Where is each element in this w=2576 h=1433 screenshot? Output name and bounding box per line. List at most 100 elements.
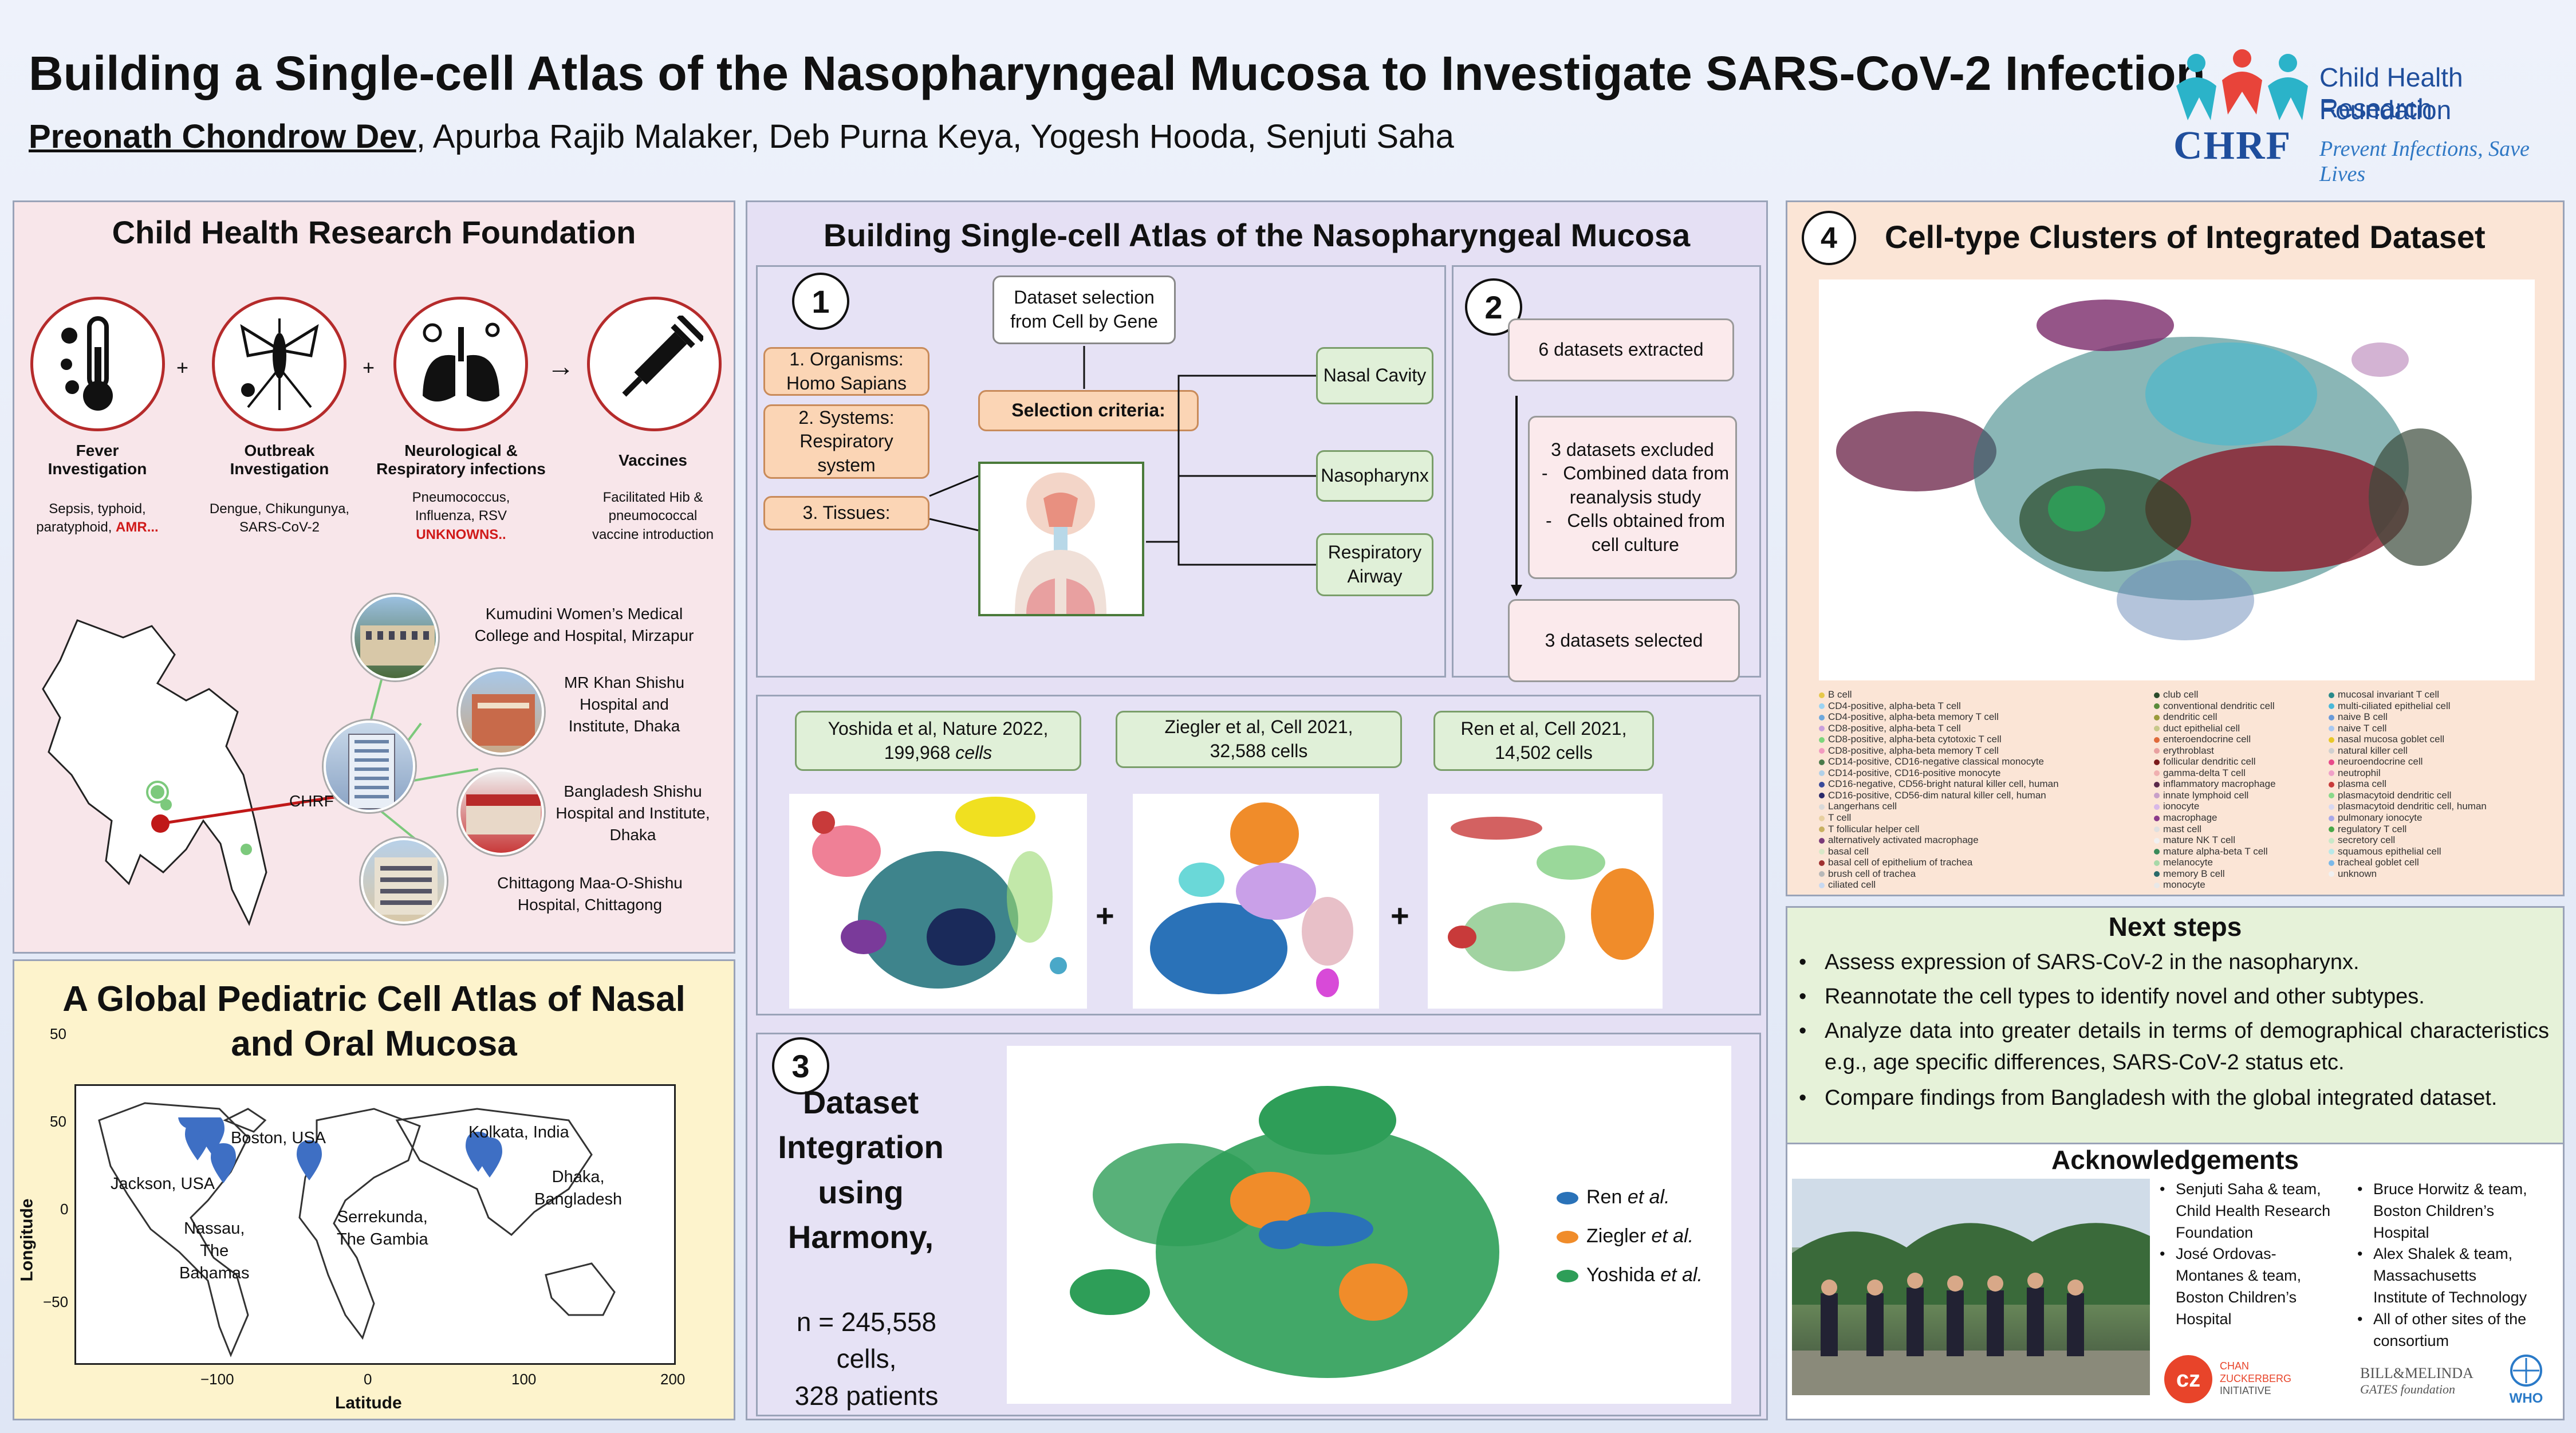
step3-title: Dataset Integration using Harmony, — [778, 1084, 944, 1255]
logo-name-line2: Foundation — [2319, 95, 2452, 125]
hospital-label: Kumudini Women’s Medical College and Hosp… — [474, 605, 694, 644]
team-photo — [1792, 1179, 2150, 1395]
legend-item: innate lymphoid cell — [2154, 790, 2337, 801]
step2-box: 2 6 datasets extracted 3 datasets exclud… — [1452, 265, 1761, 682]
logo-abbr: CHRF — [2173, 124, 2292, 168]
svg-text:cz: cz — [2176, 1367, 2200, 1392]
legend-item: pulmonary ionocyte — [2329, 812, 2558, 824]
legend-item: gamma-delta T cell — [2154, 767, 2337, 779]
site-label: Dhaka, Bangladesh — [534, 1168, 623, 1209]
clusters-title: Cell-type Clusters of Integrated Dataset — [1885, 219, 2486, 255]
site-label: Kolkata, India — [468, 1123, 569, 1141]
gates-logo: BILL&MELINDA GATES foundation — [2360, 1365, 2473, 1396]
mosquito-icon — [212, 297, 346, 431]
step1-connectors — [929, 346, 1316, 566]
first-author: Preonath Chondrow Dev — [29, 118, 416, 155]
ack-item: • All of other sites of the consortium — [2357, 1310, 2527, 1349]
clusters-panel: 4 Cell-type Clusters of Integrated Datas… — [1786, 200, 2565, 896]
next-step-item: • Assess expression of SARS-CoV-2 in the … — [1799, 950, 2360, 974]
legend-item: secretory cell — [2329, 834, 2558, 846]
czi-logo: cz CHAN ZUCKERBERG INITIATIVE — [2163, 1353, 2317, 1405]
umap-ren — [1428, 794, 1663, 1009]
icon-label: Vaccines — [619, 451, 687, 469]
icon-desc: Facilitated Hib & pneumococcal vaccine int… — [592, 490, 714, 542]
ack-item: • José Ordovas- Montanes & team, Boston Chi… — [2160, 1245, 2302, 1328]
legend-item: mast cell — [2154, 824, 2337, 835]
next-steps-title: Next steps — [2108, 912, 2242, 942]
legend-yoshida: Yoshida et al. — [1557, 1255, 1703, 1294]
step1-box: 1 Dataset selection from Cell by Gene Se… — [756, 265, 1446, 678]
ack-col2: • Bruce Horwitz & team, Boston Children’s H… — [2357, 1179, 2563, 1352]
legend-item: inflammatory macrophage — [2154, 778, 2337, 790]
legend-item: memory B cell — [2154, 868, 2337, 880]
legend-item: ciliated cell — [1819, 879, 2031, 891]
legend-item: CD8-positive, alpha-beta cytotoxic T cel… — [1819, 734, 2031, 745]
chrf-building-photo — [324, 721, 415, 812]
site-label: Boston, USA — [231, 1129, 326, 1147]
plus-sign: + — [176, 356, 189, 379]
icon-desc: Sepsis, typhoid, paratyphoid, AMR... — [36, 501, 159, 536]
step3-box: 3 Dataset Integration using Harmony, n = 24… — [756, 1033, 1761, 1416]
legend-item: naive B cell — [2329, 711, 2558, 723]
chrf-hub-label: CHRF — [289, 792, 334, 810]
cluster-legend-col3: mucosal invariant T cell multi-ciliated … — [2329, 689, 2558, 879]
acknowledgements-panel: Acknowledgements • Senjuti Saha & team, Ch… — [1786, 1143, 2565, 1420]
syringe-icon — [587, 297, 722, 431]
hospital-photo — [352, 595, 438, 680]
legend-item: ionocyte — [2154, 801, 2337, 812]
umap-ziegler — [1133, 794, 1379, 1009]
logo-name-line1: Child Health Research — [2319, 62, 2463, 123]
dataset-label: Yoshida et al, Nature 2022, 199,968 cell… — [795, 711, 1081, 771]
target-box: Respiratory Airway — [1316, 533, 1433, 596]
legend-item: brush cell of trachea — [1819, 868, 2031, 880]
chrf-panel: Child Health Research Foundation + + — [13, 200, 735, 954]
legend-item: basal cell of epithelium of trachea — [1819, 857, 2031, 868]
organisms-box: 1. Organisms: Homo Sapians — [763, 347, 929, 396]
czi-icon: cz — [2164, 1355, 2212, 1403]
x-tick: −100 — [200, 1371, 234, 1388]
x-tick: 200 — [660, 1371, 686, 1388]
icon-label: Outbreak Investigation — [230, 442, 329, 478]
legend-item: CD8-positive, alpha-beta T cell — [1819, 723, 2031, 734]
poster-title: Building a Single-cell Atlas of the Naso… — [29, 46, 2205, 100]
next-step-item: • Compare findings from Bangladesh with t… — [1799, 1086, 2498, 1110]
next-steps-panel: Next steps • Assess expression of SARS-Co… — [1786, 906, 2565, 1147]
site-label: Jackson, USA — [111, 1175, 215, 1193]
selected-box: 3 datasets selected — [1508, 599, 1740, 682]
logo-tagline: Prevent Infections, Save Lives — [2319, 137, 2530, 186]
legend-item: follicular dendritic cell — [2154, 756, 2337, 767]
clusters-umap — [1819, 279, 2535, 680]
selection-criteria-box: Selection criteria: — [978, 390, 1199, 431]
acknowledgements-title: Acknowledgements — [2051, 1145, 2299, 1175]
legend-item: B cell — [1819, 689, 2031, 700]
hospital-label: Bangladesh Shishu Hospital and Institute,… — [556, 782, 710, 844]
global-panel-title: A Global Pediatric Cell Atlas of Nasal an… — [62, 979, 686, 1064]
world-map-outline — [98, 1102, 616, 1357]
legend-item: unknown — [2329, 868, 2558, 880]
ack-item: • Bruce Horwitz & team, Boston Children’s H… — [2357, 1180, 2527, 1241]
ack-item: • Alex Shalek & team, Massachusetts Institu… — [2357, 1245, 2527, 1306]
legend-item: neuroendocrine cell — [2329, 756, 2558, 767]
site-label: Nassau, The Bahamas — [179, 1219, 250, 1283]
y-tick: −50 — [43, 1293, 69, 1310]
icon-desc: Dengue, Chikungunya, SARS-CoV-2 — [209, 501, 350, 536]
hospital-photo — [458, 669, 544, 755]
legend-item: alternatively activated macrophage — [1819, 834, 2031, 846]
step-number: 3 — [772, 1037, 829, 1095]
y-tick: 50 — [50, 1025, 66, 1042]
x-tick: 0 — [364, 1371, 372, 1388]
chrf-figures-icon — [2176, 49, 2308, 120]
legend-item: conventional dendritic cell — [2154, 700, 2337, 712]
legend-item: club cell — [2154, 689, 2337, 700]
legend-item: monocyte — [2154, 879, 2337, 891]
legend-item: dendritic cell — [2154, 711, 2337, 723]
x-axis-label: Latitude — [335, 1393, 402, 1412]
plus-sign: + — [1391, 897, 1409, 934]
target-box: Nasal Cavity — [1316, 347, 1433, 404]
hospital-photo — [458, 769, 544, 855]
who-logo: WHO — [2498, 1353, 2555, 1407]
dataset-label: Ren et al, Cell 2021, 14,502 cells — [1433, 711, 1654, 771]
legend-item: regulatory T cell — [2329, 824, 2558, 835]
legend-item: plasmacytoid dendritic cell, human — [2329, 801, 2558, 812]
integration-legend: Ren et al. Ziegler et al. Yoshida et al. — [1557, 1178, 1703, 1294]
